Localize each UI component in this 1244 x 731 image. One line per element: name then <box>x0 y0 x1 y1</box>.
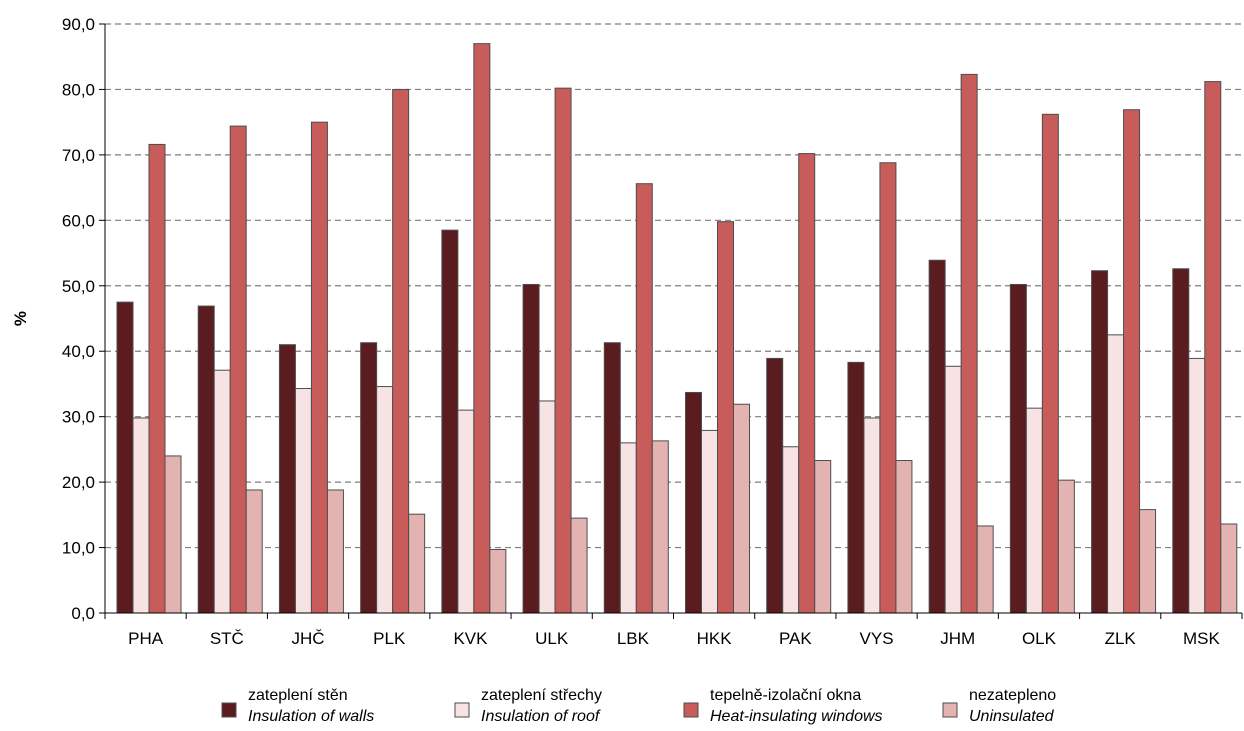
legend-swatch-0 <box>221 702 237 718</box>
legend-label-en-3: Uninsulated <box>969 708 1055 725</box>
bar-KVK-series-3 <box>489 549 507 614</box>
bar-OLK-series-0 <box>1009 283 1027 614</box>
bar-VYS-series-2 <box>879 162 897 614</box>
bar-ULK-series-1 <box>538 400 556 614</box>
y-tick-label: 70,0 <box>62 146 95 165</box>
bar-STČ-series-3 <box>245 489 263 614</box>
bar-STČ-series-1 <box>213 369 231 614</box>
bar-LBK-series-2 <box>635 183 653 614</box>
bar-HKK-series-1 <box>701 429 718 614</box>
x-axis-ticks: PHA STČ JHČ PLK KVK ULK LBK HKK PAK VYS JHM OLK ZLK M… <box>104 613 1243 648</box>
y-tick-label: 40,0 <box>62 342 95 361</box>
y-tick-label: 90,0 <box>62 15 95 34</box>
bar-JHM-series-3 <box>976 525 994 614</box>
legend-label-3: nezatepleno <box>969 687 1056 704</box>
gridlines <box>105 23 1242 549</box>
x-tick-label: MSK <box>1183 629 1221 648</box>
legend-label-en-0: Insulation of walls <box>248 708 374 725</box>
x-tick-label: ULK <box>535 629 569 648</box>
bar-ULK-series-3 <box>570 517 588 614</box>
bar-PLK-series-2 <box>392 88 410 614</box>
legend-label-0: zateplení stěn <box>248 687 348 704</box>
y-tick-label: 50,0 <box>62 277 95 296</box>
x-tick-label: ZLK <box>1105 629 1137 648</box>
x-tick-label: JHČ <box>292 629 325 648</box>
bar-STČ-series-2 <box>229 125 247 614</box>
bar-MSK-series-3 <box>1220 523 1238 614</box>
x-tick-label: JHM <box>940 629 975 648</box>
x-tick-label: PHA <box>128 629 164 648</box>
bar-MSK-series-0 <box>1172 268 1190 614</box>
bar-KVK-series-2 <box>473 43 491 614</box>
y-tick-label: 30,0 <box>62 408 95 427</box>
bar-JHM-series-2 <box>960 73 978 614</box>
bar-OLK-series-2 <box>1041 113 1059 614</box>
y-axis-ticks: 0,0 10,0 20,0 30,0 40,0 50,0 60,0 70,0 80,0 90,0 <box>62 15 105 623</box>
bar-JHM-series-1 <box>944 365 962 614</box>
bar-PHA-series-2 <box>148 143 166 614</box>
y-tick-label: 60,0 <box>62 211 95 230</box>
x-tick-label: PAK <box>779 629 812 648</box>
bar-PLK-series-1 <box>376 386 394 614</box>
bar-JHČ-series-0 <box>278 344 296 614</box>
bars <box>116 43 1238 614</box>
y-tick-label: 0,0 <box>71 604 95 623</box>
bar-ULK-series-2 <box>554 87 572 614</box>
x-tick-label: VYS <box>860 629 894 648</box>
bar-MSK-series-2 <box>1204 81 1222 614</box>
legend: zateplení stěn Insulation of walls zateple… <box>221 687 1056 725</box>
bar-JHČ-series-3 <box>326 489 344 614</box>
legend-label-1: zateplení střechy <box>481 687 602 704</box>
bar-JHM-series-0 <box>928 259 946 614</box>
bar-PHA-series-1 <box>132 417 150 614</box>
bar-PAK-series-3 <box>814 460 832 614</box>
bar-KVK-series-1 <box>457 409 475 614</box>
bar-LBK-series-1 <box>619 442 637 614</box>
y-axis-label: % <box>11 311 30 326</box>
bar-HKK-series-3 <box>733 403 750 614</box>
legend-label-en-1: Insulation of roof <box>481 708 601 725</box>
bar-ZLK-series-1 <box>1107 334 1125 614</box>
bar-PLK-series-0 <box>360 342 378 614</box>
bar-HKK-series-2 <box>717 221 734 614</box>
bar-KVK-series-0 <box>441 229 459 614</box>
bar-HKK-series-0 <box>685 391 702 614</box>
bar-LBK-series-3 <box>651 440 669 614</box>
bar-JHČ-series-2 <box>310 121 328 614</box>
bar-MSK-series-1 <box>1188 357 1206 614</box>
x-tick-label: STČ <box>210 629 244 648</box>
bar-VYS-series-0 <box>847 361 865 614</box>
bar-PHA-series-3 <box>164 455 182 614</box>
x-tick-label: LBK <box>617 629 650 648</box>
x-tick-label: OLK <box>1022 629 1057 648</box>
legend-label-2: tepelně-izolační okna <box>710 687 861 704</box>
bar-VYS-series-1 <box>863 417 881 614</box>
legend-swatch-3 <box>942 702 958 718</box>
x-tick-label: HKK <box>697 629 733 648</box>
legend-label-en-2: Heat-insulating windows <box>710 708 883 725</box>
bar-ZLK-series-2 <box>1123 109 1141 614</box>
bar-VYS-series-3 <box>895 460 913 614</box>
bar-PAK-series-0 <box>766 357 784 614</box>
bar-PAK-series-1 <box>782 446 800 614</box>
y-tick-label: 80,0 <box>62 80 95 99</box>
x-tick-label: KVK <box>453 629 488 648</box>
y-tick-label: 20,0 <box>62 473 95 492</box>
bar-JHČ-series-1 <box>294 388 312 614</box>
bar-OLK-series-1 <box>1025 407 1043 614</box>
bar-ULK-series-0 <box>522 283 540 614</box>
bar-PLK-series-3 <box>408 513 426 614</box>
bar-PAK-series-2 <box>798 153 816 614</box>
bar-ZLK-series-3 <box>1139 509 1157 614</box>
y-tick-label: 10,0 <box>62 539 95 558</box>
bar-LBK-series-0 <box>603 342 621 614</box>
bar-STČ-series-0 <box>197 305 215 614</box>
bar-PHA-series-0 <box>116 301 134 614</box>
legend-swatch-2 <box>683 702 699 718</box>
bar-OLK-series-3 <box>1057 479 1075 614</box>
legend-swatch-1 <box>454 702 470 718</box>
x-tick-label: PLK <box>373 629 406 648</box>
bar-ZLK-series-0 <box>1091 270 1109 614</box>
